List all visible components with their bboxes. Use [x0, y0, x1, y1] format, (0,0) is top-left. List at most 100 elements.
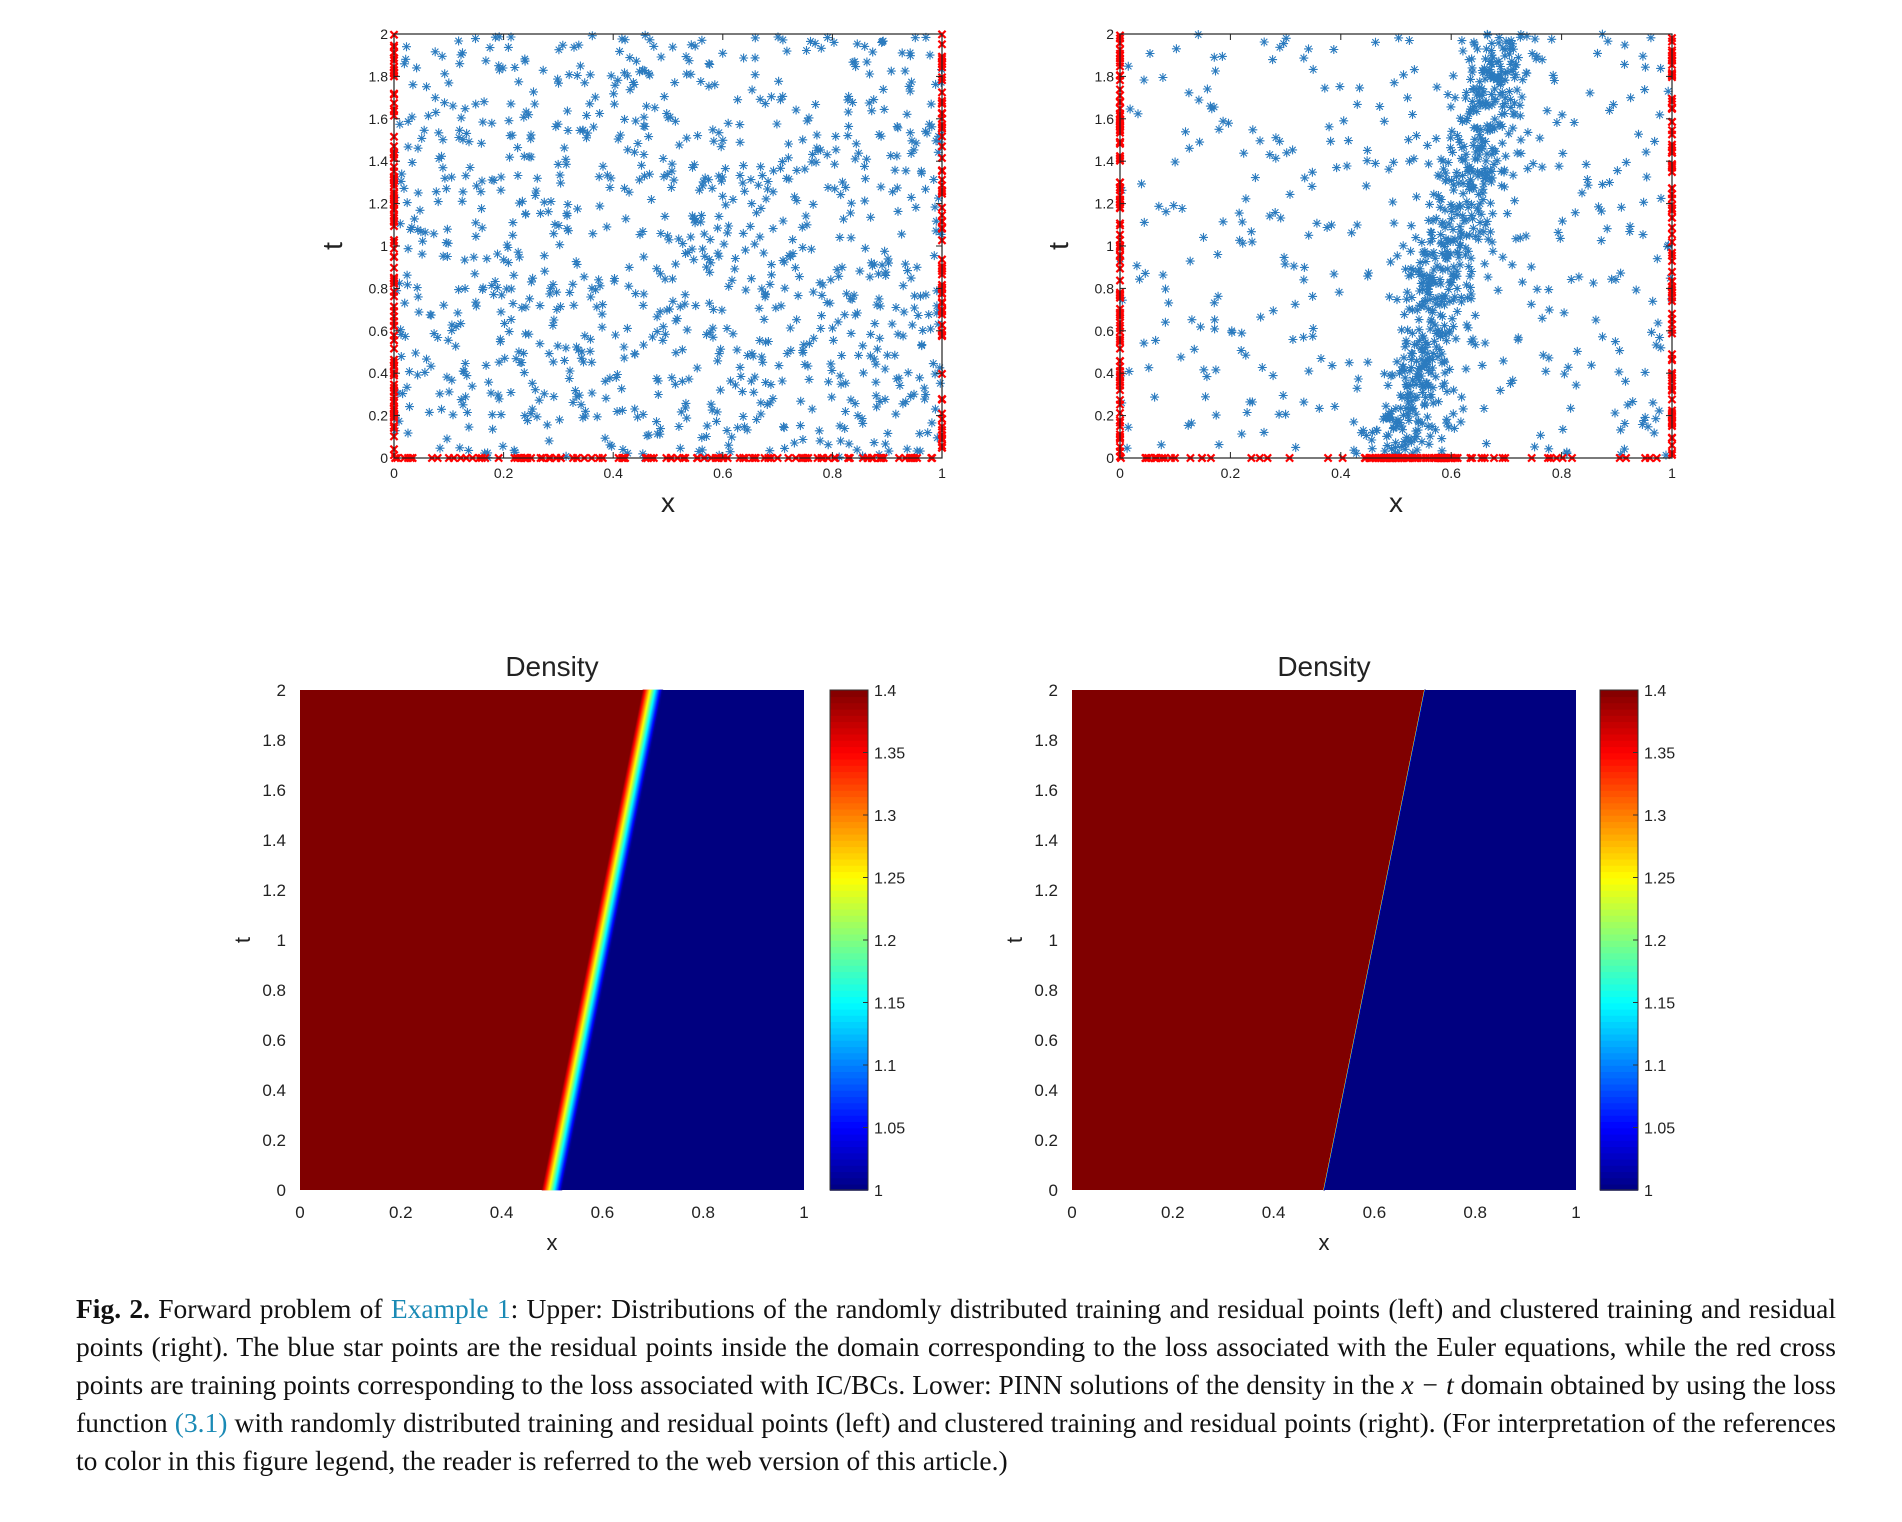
colorbar-tick-label: 1.35 [1644, 746, 1675, 763]
colorbar-segment [830, 1071, 868, 1079]
caption-link-example[interactable]: Example 1 [390, 1293, 511, 1324]
residual-point [1433, 325, 1443, 335]
y-tick-label: 1.6 [1034, 781, 1058, 800]
residual-point [930, 202, 940, 212]
residual-point [652, 374, 662, 384]
residual-point [455, 443, 465, 453]
colorbar-segment [830, 996, 868, 1004]
residual-point [1137, 179, 1146, 189]
residual-point [1438, 265, 1448, 275]
residual-point [519, 151, 529, 161]
residual-point [1433, 352, 1443, 362]
residual-point [740, 186, 750, 196]
residual-point [1418, 348, 1428, 357]
residual-point [911, 202, 921, 212]
residual-point [1462, 197, 1472, 207]
residual-point [932, 308, 942, 318]
residual-point [1402, 287, 1412, 297]
residual-point [448, 101, 458, 111]
residual-point [563, 200, 573, 209]
residual-point [1495, 385, 1505, 395]
colorbar-segment [1600, 1027, 1638, 1035]
residual-point [498, 441, 508, 451]
residual-point [921, 290, 931, 300]
residual-point [402, 42, 411, 52]
residual-point [1502, 67, 1512, 77]
residual-point [1544, 305, 1554, 315]
colorbar-segment [830, 896, 868, 904]
residual-point [423, 111, 433, 121]
residual-point [750, 372, 760, 382]
residual-point [860, 174, 870, 184]
residual-point [747, 85, 757, 95]
residual-point [1440, 300, 1449, 310]
residual-point [506, 388, 516, 397]
residual-point [477, 204, 486, 214]
residual-point [598, 161, 608, 171]
colorbar-segment [830, 771, 868, 779]
residual-point [1523, 164, 1533, 174]
residual-point [1288, 335, 1298, 344]
residual-point [1308, 331, 1318, 341]
residual-point [786, 345, 796, 355]
residual-point [852, 308, 862, 318]
residual-point [639, 289, 649, 299]
residual-point [498, 63, 508, 73]
residual-point [540, 266, 550, 276]
residual-point [1480, 164, 1490, 173]
residual-point [929, 175, 939, 184]
colorbar-segment [830, 1058, 868, 1066]
residual-point [1170, 157, 1180, 167]
residual-point [1472, 203, 1482, 213]
residual-point [687, 211, 697, 221]
residual-point [552, 305, 562, 314]
residual-point [597, 309, 607, 319]
residual-point [925, 50, 935, 60]
residual-point [419, 125, 429, 135]
residual-point [1521, 231, 1531, 241]
residual-point [561, 159, 571, 169]
residual-point [1248, 125, 1258, 135]
residual-point [553, 341, 563, 351]
y-tick-label: 1 [277, 931, 286, 950]
residual-point [583, 128, 593, 138]
residual-point [447, 320, 457, 330]
residual-point [497, 290, 507, 300]
x-tick-label: 0.6 [713, 465, 733, 481]
residual-point [1481, 220, 1491, 230]
residual-point [850, 154, 860, 164]
residual-point [1415, 258, 1425, 268]
residual-point [659, 92, 669, 102]
colorbar-segment [1600, 896, 1638, 904]
residual-point [493, 390, 503, 400]
residual-point [514, 347, 524, 357]
residual-point [396, 176, 406, 186]
caption-link-equation[interactable]: (3.1) [174, 1407, 228, 1438]
residual-point [437, 404, 446, 414]
residual-point [1210, 324, 1220, 334]
residual-point [839, 214, 848, 224]
residual-point [892, 374, 902, 384]
residual-point [905, 86, 915, 96]
residual-point [671, 259, 681, 269]
residual-point [664, 235, 674, 245]
residual-point [610, 80, 620, 90]
residual-point [536, 208, 545, 218]
residual-point [1424, 439, 1434, 449]
residual-point [773, 32, 783, 42]
residual-point [1486, 198, 1495, 208]
residual-point [855, 266, 865, 276]
residual-point [442, 224, 452, 234]
residual-point [1554, 161, 1564, 171]
residual-point [1504, 49, 1514, 59]
residual-point [422, 354, 431, 364]
residual-point [809, 333, 819, 343]
residual-point [494, 65, 504, 75]
residual-point [618, 445, 628, 454]
residual-point [1467, 97, 1477, 106]
residual-point [798, 435, 808, 444]
residual-point [1458, 171, 1467, 181]
residual-point [879, 104, 889, 114]
colorbar-segment [830, 1052, 868, 1060]
residual-point [1218, 116, 1228, 126]
